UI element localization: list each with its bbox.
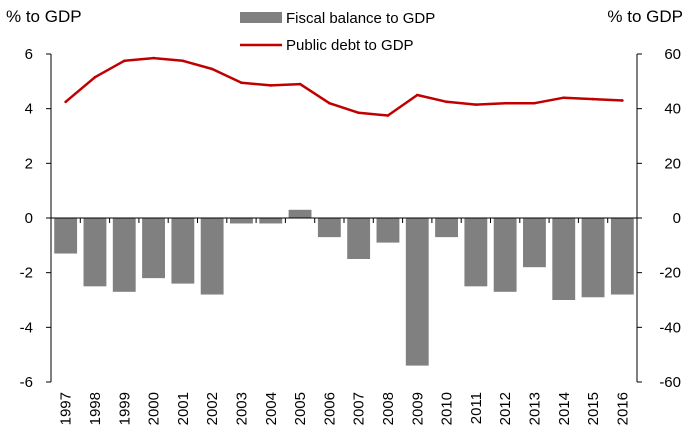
public-debt-point bbox=[533, 101, 536, 105]
public-debt-line-group bbox=[64, 56, 624, 117]
public-debt-point bbox=[562, 96, 566, 100]
x-tick-label: 2002 bbox=[204, 392, 221, 425]
x-tick-label: 2015 bbox=[585, 392, 602, 425]
left-tick-label: 4 bbox=[25, 101, 33, 118]
x-tick-label: 2007 bbox=[351, 392, 368, 425]
x-tick-label: 1997 bbox=[58, 392, 75, 425]
right-tick-label: -60 bbox=[659, 374, 681, 391]
public-debt-point bbox=[210, 67, 214, 71]
fiscal-balance-bar bbox=[376, 218, 400, 243]
fiscal-balance-bar bbox=[581, 218, 605, 298]
x-tick-label: 2000 bbox=[146, 392, 163, 425]
fiscal-balance-bar bbox=[112, 218, 136, 292]
public-debt-point bbox=[152, 56, 155, 60]
right-tick-label: 20 bbox=[664, 155, 681, 172]
left-tick-label: 0 bbox=[25, 210, 33, 227]
left-tick-label: -6 bbox=[20, 374, 33, 391]
fiscal-balance-bar bbox=[288, 209, 312, 218]
legend-label-fiscal-balance: Fiscal balance to GDP bbox=[286, 10, 435, 27]
left-tick-label: -2 bbox=[20, 265, 33, 282]
legend-swatch-fiscal-balance bbox=[240, 12, 282, 23]
x-tick-label: 2010 bbox=[439, 392, 456, 425]
legend: Fiscal balance to GDP Public debt to GDP bbox=[240, 10, 435, 54]
fiscal-balance-bar bbox=[230, 218, 253, 224]
public-debt-point bbox=[93, 75, 97, 79]
fiscal-balance-bar bbox=[171, 218, 195, 284]
left-axis-ticks: 6 4 2 0 -2 -4 -6 bbox=[20, 46, 51, 391]
public-debt-point bbox=[386, 114, 390, 117]
right-tick-label: -20 bbox=[659, 265, 681, 282]
public-debt-point bbox=[357, 111, 360, 115]
fiscal-balance-bar bbox=[523, 218, 546, 268]
fiscal-balance-bar bbox=[347, 218, 371, 259]
public-debt-point bbox=[122, 59, 126, 63]
public-debt-point bbox=[240, 81, 243, 84]
x-tick-label: 2014 bbox=[556, 392, 573, 425]
right-tick-label: -40 bbox=[659, 319, 681, 336]
right-tick-label: 0 bbox=[673, 210, 681, 227]
fiscal-balance-bar bbox=[317, 218, 341, 238]
x-tick-label: 2004 bbox=[263, 392, 280, 425]
fiscal-balance-bar bbox=[54, 218, 78, 254]
right-tick-label: 60 bbox=[664, 46, 681, 63]
x-tick-label: 2003 bbox=[233, 392, 250, 425]
public-debt-point bbox=[474, 103, 478, 106]
x-tick-label: 2006 bbox=[321, 392, 338, 425]
public-debt-point bbox=[415, 93, 419, 97]
public-debt-point bbox=[269, 84, 273, 87]
x-tick-label: 2001 bbox=[175, 392, 192, 425]
right-tick-label: 40 bbox=[664, 101, 681, 118]
fiscal-balance-bar bbox=[142, 218, 165, 279]
fiscal-balance-bar bbox=[464, 218, 488, 287]
fiscal-balance-bars bbox=[54, 209, 634, 366]
x-tick-label: 1998 bbox=[87, 392, 104, 425]
fiscal-balance-bar bbox=[405, 218, 429, 366]
public-debt-point bbox=[181, 59, 185, 63]
x-tick-label: 2012 bbox=[497, 392, 514, 425]
fiscal-balance-bar bbox=[83, 218, 107, 287]
x-tick-label: 2009 bbox=[409, 392, 426, 425]
left-tick-label: 6 bbox=[25, 46, 33, 63]
x-tick-label: 2005 bbox=[292, 392, 309, 425]
left-axis-title: % to GDP bbox=[6, 7, 82, 26]
fiscal-balance-bar bbox=[200, 218, 224, 295]
x-tick-label: 2011 bbox=[468, 392, 485, 424]
public-debt-point bbox=[64, 100, 67, 104]
fiscal-balance-bar bbox=[552, 218, 576, 300]
fiscal-balance-bar bbox=[259, 218, 283, 224]
right-axis-ticks: 60 40 20 0 -20 -40 -60 bbox=[637, 46, 681, 391]
fiscal-balance-bar bbox=[610, 218, 634, 295]
fiscal-balance-bar bbox=[435, 218, 458, 238]
legend-label-public-debt: Public debt to GDP bbox=[286, 37, 414, 54]
x-tick-label: 2008 bbox=[380, 392, 397, 425]
x-axis-labels: 1997 1998 1999 2000 2001 2002 2003 2004 2005 2006… bbox=[58, 392, 632, 425]
left-tick-label: -4 bbox=[20, 319, 33, 336]
x-tick-label: 2016 bbox=[614, 392, 631, 425]
public-debt-point bbox=[591, 97, 595, 101]
fiscal-balance-bar bbox=[493, 218, 517, 292]
left-tick-label: 2 bbox=[25, 155, 33, 172]
public-debt-point bbox=[328, 101, 331, 105]
public-debt-point bbox=[503, 101, 507, 105]
zero-axis bbox=[50, 217, 638, 223]
x-tick-label: 2013 bbox=[526, 392, 543, 425]
public-debt-point bbox=[621, 99, 624, 102]
public-debt-point bbox=[298, 82, 302, 86]
public-debt-line bbox=[64, 56, 623, 117]
public-debt-point bbox=[445, 100, 448, 104]
x-tick-label: 1999 bbox=[116, 392, 133, 425]
right-axis-title: % to GDP bbox=[607, 7, 683, 26]
